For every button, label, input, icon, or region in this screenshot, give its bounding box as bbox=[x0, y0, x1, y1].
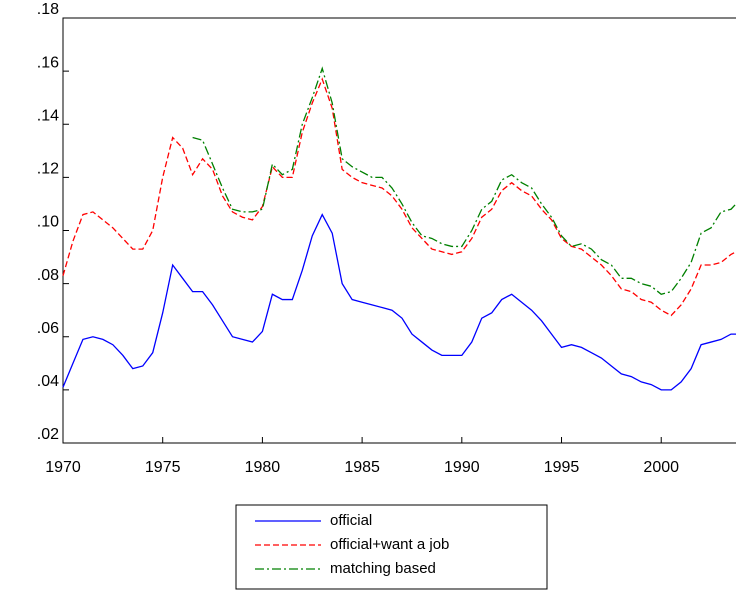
y-tick-label: .14 bbox=[37, 107, 59, 124]
x-tick-label: 1975 bbox=[145, 459, 181, 476]
y-tick-label: .08 bbox=[37, 267, 59, 284]
legend-label: official+want a job bbox=[330, 536, 449, 553]
y-tick-label: .02 bbox=[37, 426, 59, 443]
series-line bbox=[62, 77, 736, 317]
x-tick-label: 1995 bbox=[544, 459, 580, 476]
y-tick-label: .12 bbox=[37, 161, 59, 178]
x-tick-label: 1985 bbox=[344, 459, 380, 476]
x-tick-label: 1970 bbox=[45, 459, 81, 476]
x-tick-label: 1980 bbox=[245, 459, 281, 476]
legend-label: official bbox=[330, 512, 372, 529]
y-tick-label: .06 bbox=[37, 320, 59, 337]
legend-box bbox=[235, 504, 548, 590]
legend-label: matching based bbox=[330, 560, 436, 577]
legend: official official+want a job matching base… bbox=[235, 504, 548, 590]
y-tick-label: .10 bbox=[37, 214, 59, 231]
series-line bbox=[192, 66, 736, 295]
x-tick-label: 1990 bbox=[444, 459, 480, 476]
y-tick-label: .04 bbox=[37, 373, 59, 390]
y-tick-label: .16 bbox=[37, 54, 59, 71]
series-line bbox=[62, 213, 736, 391]
y-tick-label: .18 bbox=[37, 1, 59, 18]
x-tick-label: 2000 bbox=[643, 459, 679, 476]
